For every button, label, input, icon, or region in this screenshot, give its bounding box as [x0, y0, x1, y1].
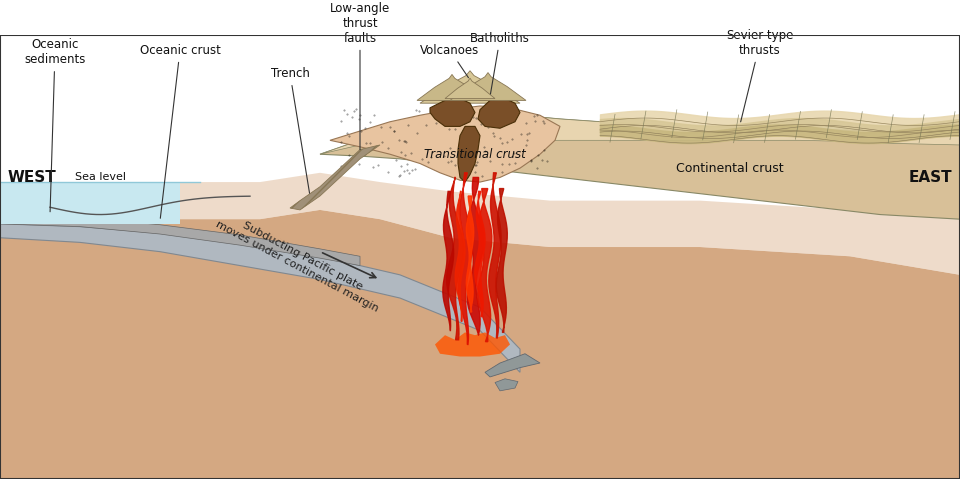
- Polygon shape: [450, 73, 526, 101]
- Polygon shape: [330, 106, 560, 182]
- Polygon shape: [455, 191, 465, 321]
- Polygon shape: [458, 126, 480, 182]
- Polygon shape: [443, 191, 454, 331]
- Text: WEST: WEST: [8, 170, 57, 185]
- Polygon shape: [320, 113, 960, 154]
- Polygon shape: [458, 173, 472, 344]
- Text: Sevier-type
thrusts: Sevier-type thrusts: [727, 29, 794, 122]
- Polygon shape: [485, 354, 540, 377]
- Polygon shape: [495, 379, 518, 391]
- Text: Transitional crust: Transitional crust: [424, 148, 526, 161]
- Polygon shape: [496, 189, 507, 332]
- Polygon shape: [0, 210, 960, 479]
- Polygon shape: [467, 196, 473, 312]
- Polygon shape: [420, 71, 520, 103]
- Text: Oceanic crust: Oceanic crust: [139, 44, 221, 218]
- Polygon shape: [468, 177, 484, 335]
- Polygon shape: [445, 78, 495, 99]
- Polygon shape: [417, 74, 487, 101]
- Polygon shape: [489, 173, 501, 338]
- Text: Volcanoes: Volcanoes: [420, 44, 480, 78]
- Polygon shape: [0, 182, 180, 224]
- Text: Trench: Trench: [271, 67, 309, 193]
- Polygon shape: [435, 332, 510, 356]
- Polygon shape: [478, 99, 520, 128]
- Polygon shape: [0, 215, 360, 265]
- Text: Low-angle
thrust
faults: Low-angle thrust faults: [330, 2, 390, 149]
- Polygon shape: [475, 191, 485, 317]
- Polygon shape: [478, 189, 492, 342]
- Text: Oceanic
sediments: Oceanic sediments: [24, 38, 85, 212]
- Text: Subducting Pacific plate
moves under continental margin: Subducting Pacific plate moves under con…: [214, 208, 386, 313]
- Polygon shape: [320, 113, 960, 219]
- Text: EAST: EAST: [908, 170, 952, 185]
- Polygon shape: [430, 99, 475, 126]
- Polygon shape: [290, 145, 380, 210]
- Polygon shape: [0, 173, 960, 275]
- Polygon shape: [0, 224, 520, 372]
- Polygon shape: [446, 177, 464, 340]
- Text: Sea level: Sea level: [75, 172, 126, 182]
- Text: Continental crust: Continental crust: [676, 161, 783, 175]
- Text: Batholiths: Batholiths: [470, 32, 530, 94]
